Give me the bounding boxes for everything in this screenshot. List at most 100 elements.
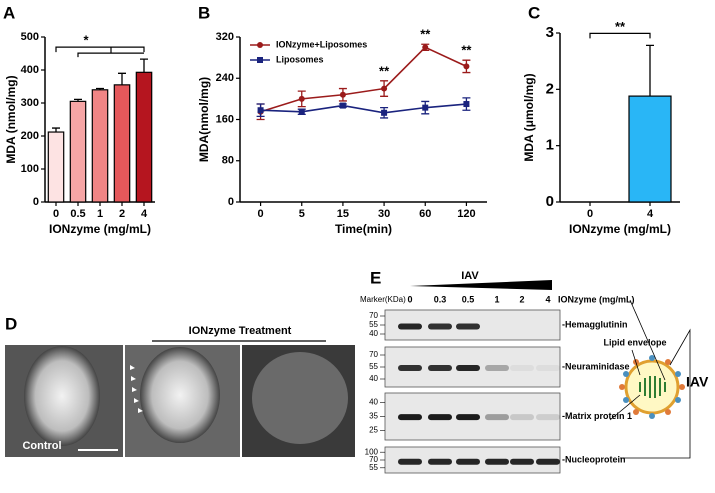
band: [456, 414, 480, 421]
bar: [113, 84, 131, 203]
band: [485, 365, 509, 371]
point: [422, 44, 429, 51]
band: [510, 365, 534, 371]
control-label: Control: [22, 440, 61, 452]
significance-bracket: [589, 32, 651, 39]
marker-label: 40: [369, 398, 378, 407]
band: [536, 414, 560, 421]
y-tick-label: 0: [33, 196, 39, 208]
band: [510, 414, 534, 421]
annotation: **: [379, 63, 390, 78]
bar: [47, 131, 65, 203]
lane-label: 0: [407, 294, 412, 304]
x-tick-label: 0.5: [70, 208, 85, 220]
marker-title: Marker(KDa): [360, 295, 406, 304]
marker-label: 70: [369, 350, 378, 359]
marker-label: 25: [369, 426, 378, 435]
marker-label: 40: [369, 329, 378, 338]
error-bar: [52, 127, 60, 133]
band: [536, 365, 560, 371]
bar: [69, 100, 87, 203]
x-tick-label: 0: [53, 208, 59, 220]
y-axis-label: MDA (μmol/mg): [522, 73, 536, 161]
marker-label: 55: [369, 463, 378, 472]
error-bar: [140, 58, 148, 73]
significance-bracket: [55, 46, 145, 58]
point: [339, 91, 346, 98]
x-tick-label: 15: [337, 208, 349, 220]
lane-label: 2: [519, 294, 524, 304]
legend-marker: [257, 42, 263, 48]
x-tick-label: 0: [258, 208, 264, 220]
y-tick-label: 100: [21, 163, 39, 175]
protein-label: -Matrix protein 1: [562, 411, 632, 421]
band: [398, 323, 422, 330]
bar: [628, 95, 672, 203]
protein-label: -Hemagglutinin: [562, 319, 628, 329]
cell: [24, 346, 100, 446]
y-tick-label: 200: [21, 130, 39, 142]
panel-label: A: [3, 3, 15, 22]
y-tick-label: 300: [21, 97, 39, 109]
point: [381, 109, 388, 116]
y-tick-label: 500: [21, 31, 39, 43]
x-tick-label: 1: [97, 208, 103, 220]
virus-diagram: [609, 299, 691, 459]
marker-label: 40: [369, 374, 378, 383]
x-axis-label: IONzyme (mg/mL): [569, 222, 671, 236]
series-line: [260, 46, 467, 113]
y-tick-label: 400: [21, 64, 39, 76]
point: [298, 108, 305, 115]
x-axis-label: IONzyme (mg/mL): [49, 222, 151, 236]
band: [428, 323, 452, 330]
significance: *: [83, 33, 89, 48]
y-tick-label: 0: [228, 196, 234, 208]
lane-unit: IONzyme (mg/mL): [558, 294, 635, 304]
band: [428, 414, 452, 421]
panel-label: D: [5, 314, 17, 333]
band: [456, 458, 480, 465]
point: [257, 107, 264, 114]
point: [422, 104, 429, 111]
y-axis-label: MDA(nmol/mg): [197, 77, 211, 162]
y-tick-label: 2: [546, 80, 554, 97]
y-tick-label: 0: [546, 193, 554, 210]
y-tick-label: 160: [216, 113, 234, 125]
gradient-wedge: [410, 280, 552, 290]
marker-label: 100: [365, 447, 379, 456]
x-tick-label: 120: [457, 208, 475, 220]
error-bar: [118, 72, 126, 85]
y-tick-label: 240: [216, 72, 234, 84]
x-axis-label: Time(min): [335, 222, 392, 236]
diagram-label: IAV: [686, 374, 709, 390]
band: [485, 414, 509, 421]
lane-label: 1: [494, 294, 499, 304]
x-tick-label: 4: [141, 208, 148, 220]
legend-label: Liposomes: [276, 54, 324, 64]
lane-label: 0.5: [462, 294, 475, 304]
cell: [252, 352, 348, 444]
point: [463, 63, 470, 70]
y-tick-label: 80: [222, 155, 234, 167]
point: [463, 101, 470, 108]
bar: [91, 89, 109, 203]
lane-label: 0.3: [434, 294, 447, 304]
panel-label: E: [370, 268, 381, 287]
marker-label: 35: [369, 412, 378, 421]
marker-label: 55: [369, 320, 378, 329]
protein-label: -Neuraminidase: [562, 361, 630, 371]
x-tick-label: 4: [647, 208, 654, 220]
virus-label: IAV: [461, 270, 479, 282]
band: [398, 365, 422, 371]
band: [456, 365, 480, 371]
marker-label: 55: [369, 362, 378, 371]
treatment-label: IONzyme Treatment: [189, 325, 292, 337]
lane-label: 4: [545, 294, 550, 304]
band: [428, 365, 452, 371]
band: [428, 458, 452, 465]
x-tick-label: 60: [419, 208, 431, 220]
y-axis-label: MDA (nmol/mg): [4, 75, 18, 163]
cell: [140, 347, 220, 443]
band: [456, 323, 480, 330]
band: [485, 458, 509, 465]
